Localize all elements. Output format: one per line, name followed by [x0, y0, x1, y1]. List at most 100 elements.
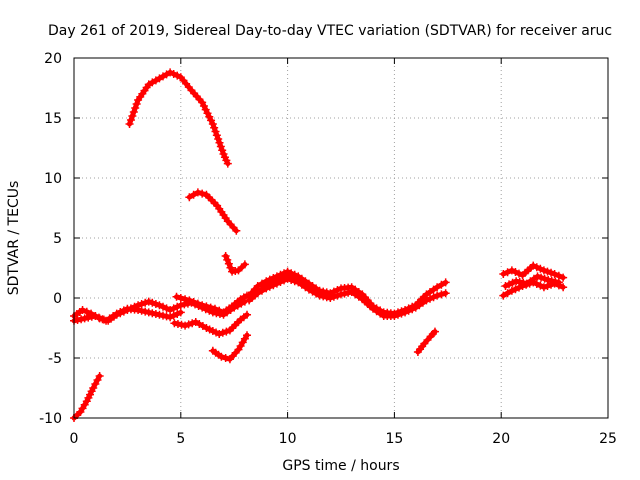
data-point	[193, 188, 202, 197]
data-point	[170, 319, 179, 328]
data-point	[166, 68, 175, 77]
data-point	[329, 292, 338, 301]
data-point	[437, 290, 446, 299]
data-point	[505, 280, 514, 289]
data-point	[319, 292, 328, 301]
data-point	[224, 259, 233, 268]
data-point	[540, 274, 549, 283]
y-axis-label: SDTVAR / TECUs	[6, 181, 22, 296]
series-track-3	[185, 188, 241, 235]
data-point	[148, 309, 157, 318]
x-tick-label: 5	[176, 431, 185, 447]
data-point	[215, 306, 224, 315]
data-point	[176, 294, 185, 302]
data-point	[198, 301, 207, 310]
data-point	[433, 291, 442, 300]
data-point	[84, 313, 93, 322]
data-point	[151, 300, 160, 308]
y-tick-label: 15	[44, 111, 62, 127]
data-point	[119, 306, 128, 315]
data-point	[533, 272, 542, 281]
data-point	[393, 310, 402, 319]
data-point	[223, 159, 232, 168]
data-point	[188, 319, 197, 328]
data-point	[91, 312, 100, 320]
series-track-1	[70, 372, 104, 422]
data-point	[207, 116, 216, 125]
x-tick-label: 15	[385, 431, 403, 447]
data-point	[512, 277, 521, 286]
data-point	[333, 291, 342, 300]
data-point	[397, 309, 406, 318]
data-point	[208, 120, 217, 128]
data-point	[211, 127, 220, 136]
data-point	[223, 255, 232, 264]
data-point	[173, 302, 182, 311]
data-point	[159, 302, 167, 311]
data-point	[519, 278, 528, 287]
data-point	[559, 273, 568, 282]
data-point	[515, 278, 524, 286]
data-point	[559, 283, 568, 292]
data-point	[508, 278, 517, 287]
data-point	[169, 311, 178, 320]
data-point	[422, 296, 431, 305]
series-layer	[70, 68, 568, 422]
data-point	[401, 308, 410, 317]
data-point	[212, 131, 221, 140]
data-point	[547, 268, 556, 277]
data-point	[181, 295, 190, 304]
grid	[74, 58, 608, 418]
data-point	[441, 278, 450, 287]
data-point	[408, 305, 417, 314]
data-point	[532, 280, 541, 288]
data-point	[173, 310, 182, 318]
data-point	[551, 277, 560, 286]
data-point	[503, 268, 512, 277]
x-tick-label: 10	[279, 431, 297, 447]
data-point	[141, 298, 150, 307]
data-point	[282, 271, 291, 280]
data-point	[193, 299, 202, 308]
data-point	[499, 291, 508, 300]
data-point	[529, 261, 538, 270]
data-point	[173, 71, 182, 80]
data-point	[198, 98, 207, 107]
data-point	[215, 330, 224, 338]
data-point	[243, 331, 252, 340]
data-point	[185, 296, 194, 305]
data-point	[537, 273, 546, 282]
chart-title: Day 261 of 2019, Sidereal Day-to-day VTE…	[48, 23, 612, 39]
data-point	[198, 189, 207, 198]
data-point	[199, 102, 208, 110]
data-point	[98, 315, 107, 324]
data-point	[162, 304, 171, 313]
data-point	[144, 308, 153, 317]
data-point	[151, 310, 160, 318]
x-tick-label: 20	[492, 431, 510, 447]
x-tick-label: 25	[599, 431, 617, 447]
x-tick-label: 0	[70, 431, 79, 447]
data-point	[184, 320, 193, 329]
y-tick-label: -10	[39, 411, 62, 427]
data-point	[176, 301, 185, 310]
data-point	[344, 288, 353, 297]
data-point	[206, 303, 215, 312]
data-point	[536, 264, 545, 273]
data-point	[172, 292, 181, 301]
data-point	[536, 281, 545, 290]
data-point	[176, 308, 185, 317]
series-track-4	[221, 252, 249, 276]
data-point	[532, 263, 541, 272]
data-point	[214, 135, 223, 143]
data-point	[112, 309, 121, 318]
data-point	[137, 300, 146, 308]
data-point	[155, 301, 164, 310]
data-point	[430, 327, 439, 336]
data-point	[148, 298, 157, 307]
data-point	[503, 289, 512, 298]
series-track-9	[208, 331, 252, 364]
data-point	[205, 112, 214, 121]
data-point	[125, 120, 134, 128]
data-point	[340, 289, 349, 298]
